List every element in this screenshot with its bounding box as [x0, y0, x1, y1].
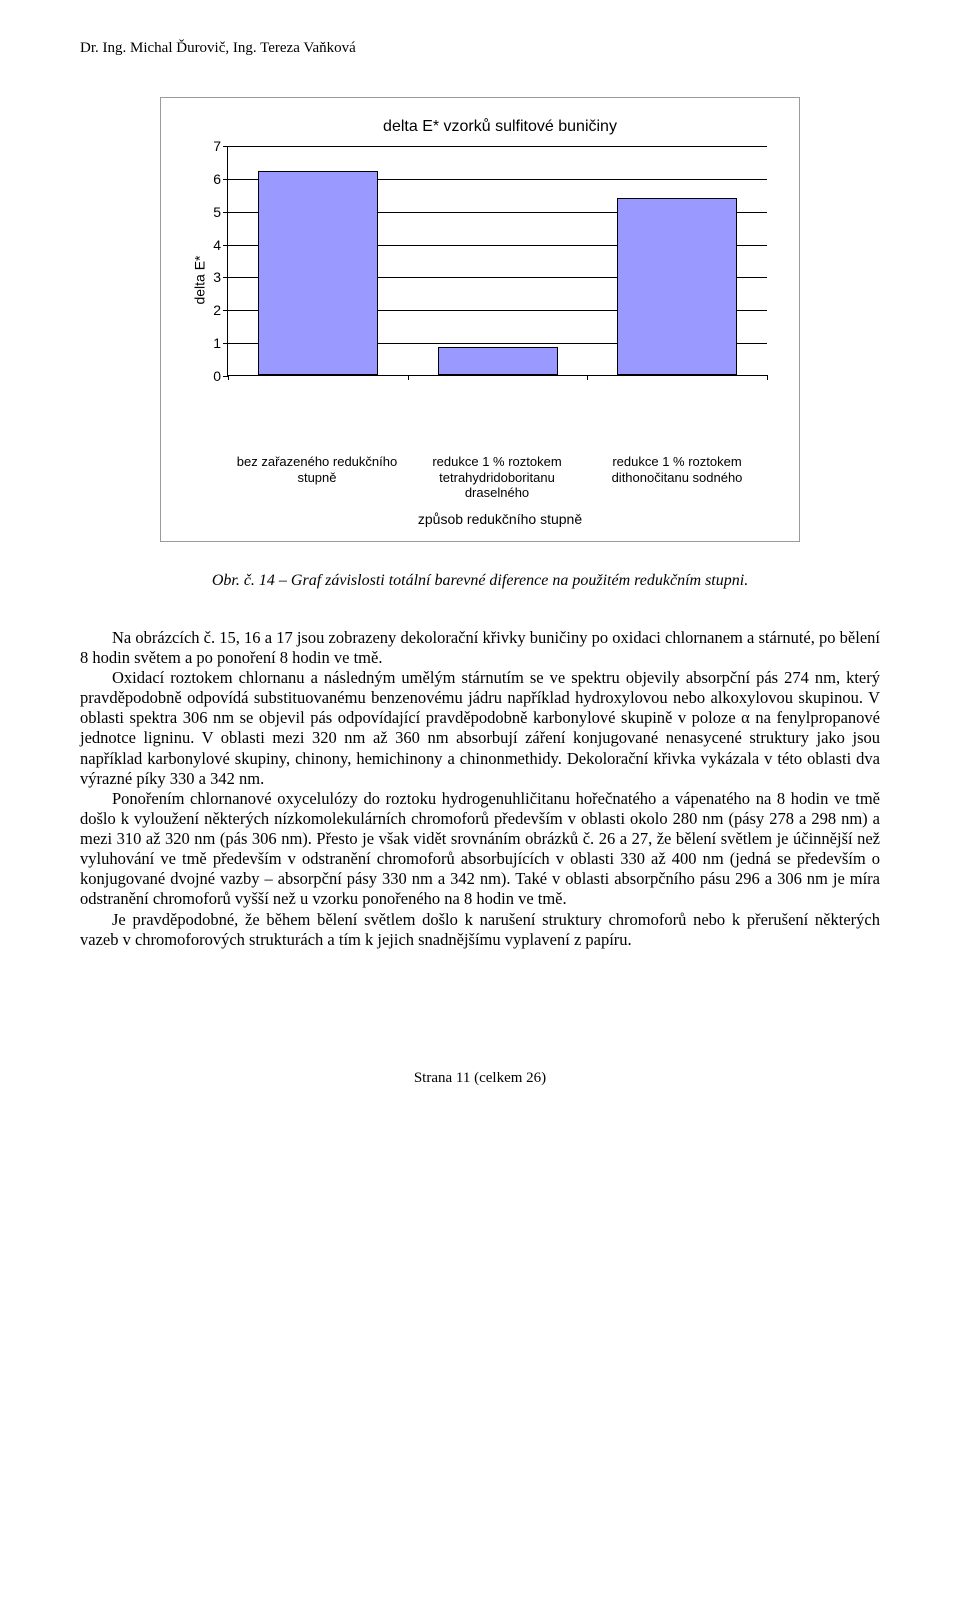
chart-bar	[438, 347, 558, 375]
chart-x-labels: bez zařazeného redukčního stupněredukce …	[227, 454, 767, 501]
figure-caption: Obr. č. 14 – Graf závislosti totální bar…	[80, 572, 880, 590]
page-footer: Strana 11 (celkem 26)	[80, 1070, 880, 1087]
chart-ylabel: delta E*	[192, 255, 208, 304]
paragraph: Je pravděpodobné, že během bělení světle…	[80, 910, 880, 950]
x-category-label: redukce 1 % roztokem dithonočitanu sodné…	[587, 454, 767, 501]
chart-bar	[258, 171, 378, 375]
paragraph: Oxidací roztokem chlornanu a následným u…	[80, 668, 880, 789]
body-text: Na obrázcích č. 15, 16 a 17 jsou zobraze…	[80, 628, 880, 950]
chart-title: delta E* vzorků sulfitové buničiny	[221, 118, 779, 136]
chart-xlabel: způsob redukčního stupně	[221, 511, 779, 527]
page-header: Dr. Ing. Michal Ďurovič, Ing. Tereza Vaň…	[80, 40, 880, 57]
paragraph: Na obrázcích č. 15, 16 a 17 jsou zobraze…	[80, 628, 880, 668]
chart-bar	[617, 198, 737, 375]
chart-container: delta E* vzorků sulfitové buničiny delta…	[160, 97, 800, 542]
chart-plot-area	[227, 146, 767, 376]
paragraph: Ponořením chlornanové oxycelulózy do roz…	[80, 789, 880, 910]
x-category-label: bez zařazeného redukčního stupně	[227, 454, 407, 501]
x-category-label: redukce 1 % roztokem tetrahydridoboritan…	[407, 454, 587, 501]
